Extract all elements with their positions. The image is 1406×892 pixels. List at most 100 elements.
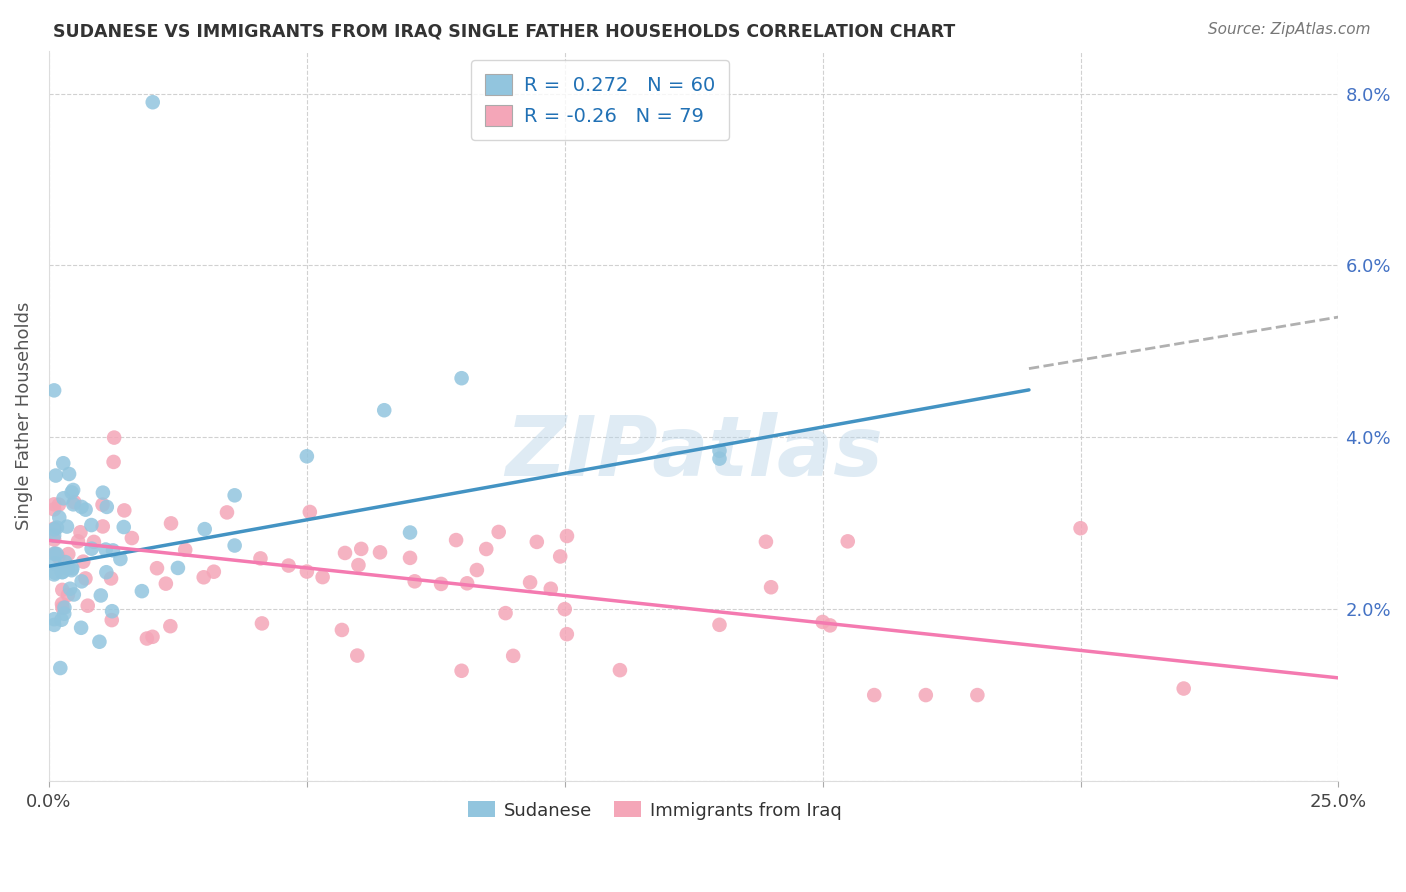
Text: Source: ZipAtlas.com: Source: ZipAtlas.com [1208, 22, 1371, 37]
Point [495, 606, 517, 620]
Point [373, 403, 395, 417]
Point [555, 529, 578, 543]
Point [488, 524, 510, 539]
Point [554, 602, 576, 616]
Point [112, 503, 135, 517]
Point [250, 616, 273, 631]
Point [298, 505, 321, 519]
Point [91, 519, 114, 533]
Point [75, 502, 97, 516]
Point [709, 443, 731, 458]
Point [83, 535, 105, 549]
Point [174, 542, 197, 557]
Point [72, 555, 94, 569]
Point [69, 525, 91, 540]
Point [837, 534, 859, 549]
Point [42, 547, 65, 561]
Point [215, 505, 238, 519]
Point [430, 577, 453, 591]
Point [51, 600, 73, 615]
Point [709, 451, 731, 466]
Point [58, 547, 80, 561]
Point [42, 502, 65, 516]
Point [519, 575, 541, 590]
Point [42, 533, 65, 547]
Point [103, 431, 125, 445]
Point [42, 612, 65, 626]
Point [44, 566, 66, 580]
Point [101, 543, 124, 558]
Point [70, 500, 93, 514]
Point [759, 580, 782, 594]
Point [249, 551, 271, 566]
Point [450, 371, 472, 385]
Point [311, 570, 333, 584]
Point [62, 497, 84, 511]
Point [966, 688, 988, 702]
Point [141, 630, 163, 644]
Point [160, 516, 183, 531]
Point [333, 546, 356, 560]
Point [46, 520, 69, 534]
Point [193, 570, 215, 584]
Point [100, 572, 122, 586]
Point [548, 549, 571, 564]
Point [368, 545, 391, 559]
Point [609, 663, 631, 677]
Point [63, 495, 86, 509]
Point [42, 567, 65, 582]
Point [135, 632, 157, 646]
Point [404, 574, 426, 589]
Point [399, 550, 422, 565]
Point [48, 549, 70, 564]
Point [53, 607, 76, 621]
Point [48, 498, 70, 512]
Text: SUDANESE VS IMMIGRANTS FROM IRAQ SINGLE FATHER HOUSEHOLDS CORRELATION CHART: SUDANESE VS IMMIGRANTS FROM IRAQ SINGLE … [53, 22, 956, 40]
Point [91, 485, 114, 500]
Point [863, 688, 886, 702]
Point [202, 565, 225, 579]
Point [142, 95, 165, 110]
Point [155, 576, 177, 591]
Point [45, 468, 67, 483]
Point [103, 455, 125, 469]
Point [450, 664, 472, 678]
Point [52, 456, 75, 470]
Point [444, 533, 467, 547]
Point [465, 563, 488, 577]
Point [59, 582, 82, 596]
Point [96, 566, 118, 580]
Point [96, 500, 118, 514]
Point [295, 565, 318, 579]
Point [58, 467, 80, 481]
Point [60, 485, 83, 500]
Point [52, 565, 75, 579]
Point [277, 558, 299, 573]
Point [56, 561, 79, 575]
Point [51, 613, 73, 627]
Point [224, 488, 246, 502]
Point [121, 531, 143, 545]
Point [60, 563, 83, 577]
Point [42, 522, 65, 536]
Point [48, 510, 70, 524]
Point [555, 627, 578, 641]
Point [45, 547, 67, 561]
Point [399, 525, 422, 540]
Point [62, 483, 84, 497]
Point [94, 542, 117, 557]
Point [66, 534, 89, 549]
Point [60, 561, 83, 575]
Point [100, 613, 122, 627]
Point [42, 522, 65, 536]
Point [89, 634, 111, 648]
Point [44, 557, 66, 571]
Point [42, 384, 65, 398]
Point [91, 498, 114, 512]
Point [1070, 521, 1092, 535]
Point [350, 541, 373, 556]
Point [346, 648, 368, 663]
Point [167, 561, 190, 575]
Point [42, 618, 65, 632]
Point [51, 565, 73, 579]
